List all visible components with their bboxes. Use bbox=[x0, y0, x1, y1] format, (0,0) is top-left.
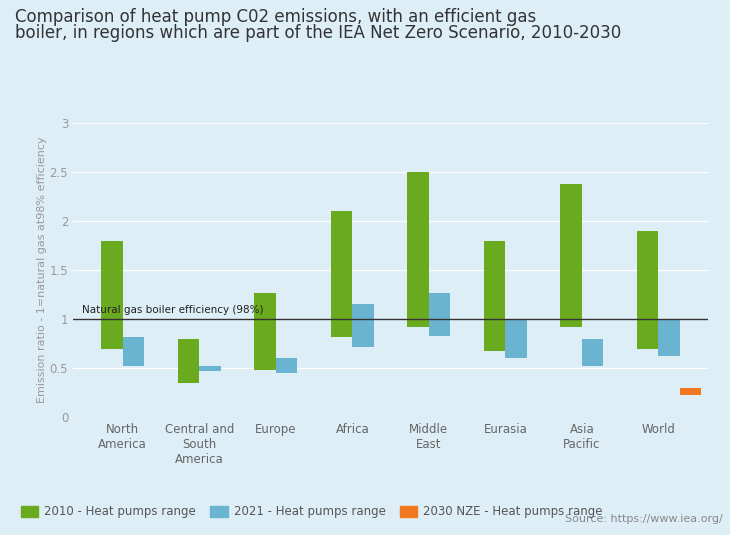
Text: Natural gas boiler efficiency (98%): Natural gas boiler efficiency (98%) bbox=[82, 305, 264, 315]
Bar bbox=[178, 339, 199, 383]
Bar bbox=[505, 320, 527, 358]
Bar bbox=[353, 303, 374, 347]
Bar bbox=[582, 339, 603, 366]
Text: Comparison of heat pump C02 emissions, with an efficient gas: Comparison of heat pump C02 emissions, w… bbox=[15, 8, 536, 26]
Legend: 2010 - Heat pumps range, 2021 - Heat pumps range, 2030 NZE - Heat pumps range: 2010 - Heat pumps range, 2021 - Heat pum… bbox=[20, 506, 603, 518]
Bar bbox=[407, 172, 429, 327]
Bar bbox=[123, 337, 144, 366]
Bar bbox=[101, 241, 123, 349]
Bar bbox=[331, 211, 353, 337]
Bar bbox=[199, 366, 220, 371]
Bar bbox=[276, 358, 297, 373]
Bar bbox=[658, 320, 680, 356]
Bar bbox=[484, 241, 505, 350]
Bar bbox=[637, 231, 658, 349]
Bar bbox=[254, 293, 276, 370]
Text: Source: https://www.iea.org/: Source: https://www.iea.org/ bbox=[565, 514, 723, 524]
Bar bbox=[680, 388, 702, 395]
Text: boiler, in regions which are part of the IEA Net Zero Scenario, 2010-2030: boiler, in regions which are part of the… bbox=[15, 24, 620, 42]
Y-axis label: Emission ratio - 1=natural gas at98% efficiency: Emission ratio - 1=natural gas at98% eff… bbox=[36, 137, 47, 403]
Bar bbox=[561, 184, 582, 327]
Bar bbox=[429, 293, 450, 336]
